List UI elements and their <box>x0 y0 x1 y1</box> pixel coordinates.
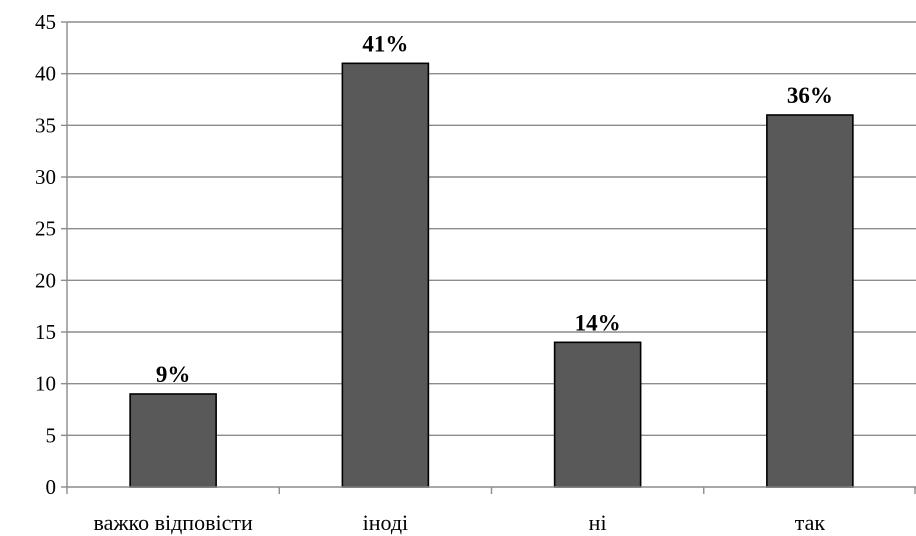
data-label: 36% <box>787 83 833 108</box>
y-tick-label: 45 <box>35 10 56 34</box>
data-labels: 9% 41% 14% 36% <box>156 31 833 387</box>
data-label: 14% <box>575 310 621 335</box>
bar <box>129 393 217 488</box>
data-label: 9% <box>156 362 191 387</box>
y-tick-label: 30 <box>35 165 56 189</box>
y-tick-label: 40 <box>35 62 56 86</box>
x-category-label: так <box>795 510 826 535</box>
axes <box>61 21 916 494</box>
x-category-label: ні <box>589 510 607 535</box>
y-tick-label: 25 <box>35 217 56 241</box>
y-tick-label: 35 <box>35 113 56 137</box>
bar <box>766 114 854 488</box>
x-axis-category-labels: важко відповісти іноді ні так <box>93 510 825 535</box>
x-category-label: важко відповісти <box>93 510 252 535</box>
bars <box>129 62 854 488</box>
y-tick-label: 10 <box>35 372 56 396</box>
x-category-label: іноді <box>363 510 409 535</box>
y-axis-tick-labels: 0 5 10 15 20 25 30 35 40 45 <box>35 10 56 499</box>
y-tick-label: 5 <box>46 423 57 447</box>
y-tick-label: 0 <box>46 475 57 499</box>
bar <box>341 62 430 488</box>
bar <box>553 341 642 488</box>
gridlines <box>67 21 916 437</box>
y-tick-label: 15 <box>35 320 56 344</box>
y-tick-label: 20 <box>35 268 56 292</box>
data-label: 41% <box>362 31 408 56</box>
